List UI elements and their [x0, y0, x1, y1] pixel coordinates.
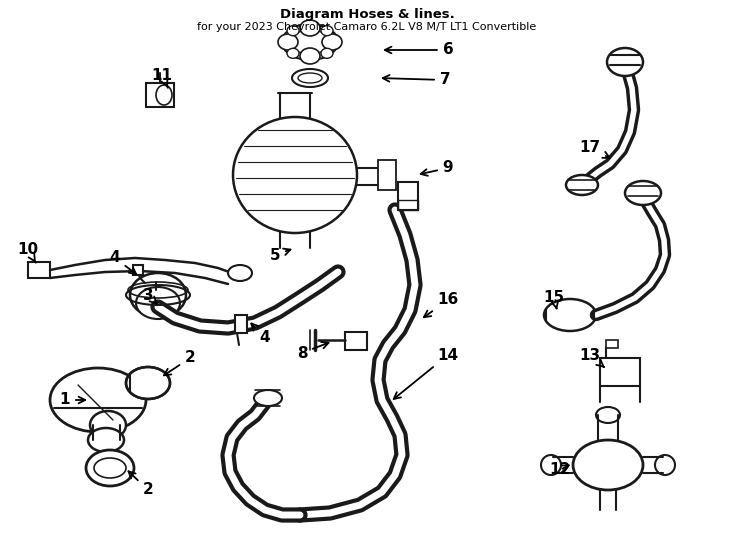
Ellipse shape	[321, 26, 333, 36]
Text: for your 2023 Chevrolet Camaro 6.2L V8 M/T LT1 Convertible: for your 2023 Chevrolet Camaro 6.2L V8 M…	[197, 22, 537, 32]
Ellipse shape	[278, 34, 298, 50]
Ellipse shape	[322, 34, 342, 50]
Ellipse shape	[90, 411, 126, 439]
Ellipse shape	[607, 48, 643, 76]
Ellipse shape	[596, 407, 620, 423]
Text: 4: 4	[251, 323, 270, 346]
Ellipse shape	[300, 20, 320, 36]
Ellipse shape	[566, 175, 598, 195]
Text: 2: 2	[128, 471, 153, 497]
Text: 5: 5	[269, 247, 291, 262]
Ellipse shape	[254, 390, 282, 406]
Text: 1: 1	[59, 393, 85, 408]
Ellipse shape	[287, 48, 299, 58]
Ellipse shape	[573, 440, 643, 490]
Ellipse shape	[287, 26, 299, 36]
Ellipse shape	[126, 367, 170, 399]
Text: 2: 2	[164, 350, 195, 375]
Text: 4: 4	[109, 251, 137, 274]
FancyBboxPatch shape	[146, 83, 174, 107]
FancyBboxPatch shape	[133, 265, 143, 275]
Ellipse shape	[88, 428, 124, 452]
FancyBboxPatch shape	[235, 315, 247, 333]
FancyBboxPatch shape	[345, 332, 367, 350]
Ellipse shape	[228, 265, 252, 281]
Ellipse shape	[541, 455, 561, 475]
Ellipse shape	[544, 299, 596, 331]
Ellipse shape	[136, 287, 180, 319]
FancyBboxPatch shape	[28, 262, 50, 278]
Ellipse shape	[156, 85, 172, 105]
Ellipse shape	[292, 69, 328, 87]
Text: 6: 6	[385, 43, 454, 57]
Ellipse shape	[86, 450, 134, 486]
Text: 16: 16	[424, 293, 459, 317]
Text: 3: 3	[142, 287, 157, 303]
Ellipse shape	[321, 48, 333, 58]
Text: 9: 9	[421, 160, 454, 176]
Text: 15: 15	[543, 291, 564, 309]
Ellipse shape	[130, 273, 186, 317]
FancyBboxPatch shape	[606, 340, 618, 348]
Ellipse shape	[233, 117, 357, 233]
Text: 11: 11	[151, 68, 172, 88]
Text: 8: 8	[297, 342, 329, 361]
Text: 14: 14	[393, 348, 459, 399]
Ellipse shape	[282, 24, 338, 60]
Text: 13: 13	[579, 348, 604, 367]
Text: 10: 10	[18, 242, 39, 262]
Text: 12: 12	[549, 462, 570, 477]
Ellipse shape	[50, 368, 146, 432]
Ellipse shape	[655, 455, 675, 475]
FancyBboxPatch shape	[398, 182, 418, 210]
Text: 17: 17	[579, 140, 610, 158]
FancyBboxPatch shape	[378, 160, 396, 190]
FancyBboxPatch shape	[600, 358, 640, 386]
Ellipse shape	[300, 48, 320, 64]
Text: Diagram Hoses & lines.: Diagram Hoses & lines.	[280, 8, 454, 21]
Text: 7: 7	[383, 72, 451, 87]
Ellipse shape	[625, 181, 661, 205]
